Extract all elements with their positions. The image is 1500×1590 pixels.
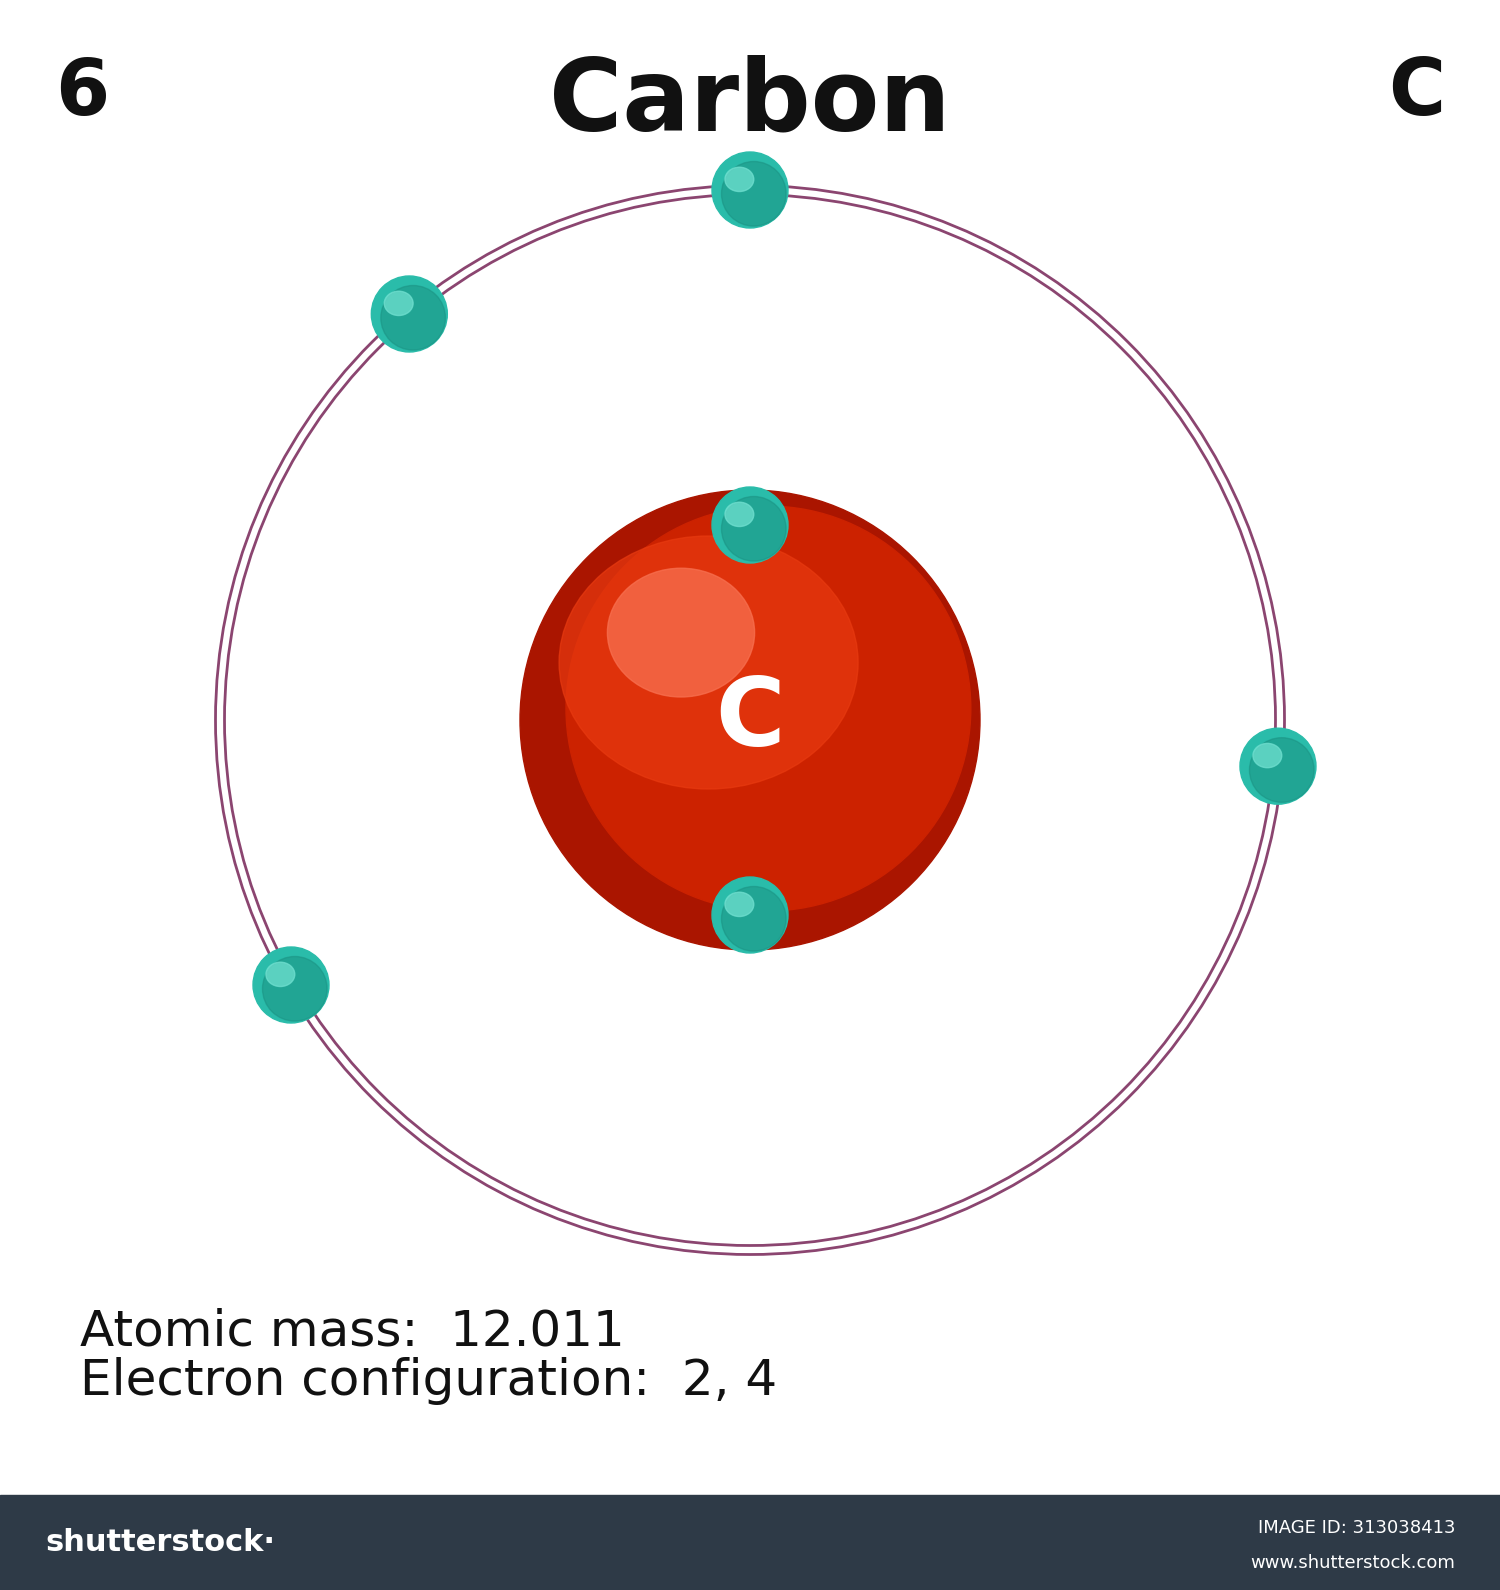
Ellipse shape <box>262 957 327 1021</box>
Text: Carbon: Carbon <box>549 56 951 153</box>
Ellipse shape <box>1240 728 1316 805</box>
Ellipse shape <box>724 167 754 191</box>
Text: IMAGE ID: 313038413: IMAGE ID: 313038413 <box>1257 1520 1455 1538</box>
Ellipse shape <box>724 892 754 916</box>
Ellipse shape <box>712 878 788 952</box>
Ellipse shape <box>722 162 786 226</box>
Ellipse shape <box>1252 744 1282 768</box>
Ellipse shape <box>560 536 858 789</box>
Text: shutterstock·: shutterstock· <box>45 1528 274 1557</box>
Ellipse shape <box>724 502 754 526</box>
Ellipse shape <box>722 887 786 951</box>
Ellipse shape <box>381 286 446 350</box>
Ellipse shape <box>608 568 754 696</box>
Text: www.shutterstock.com: www.shutterstock.com <box>1250 1555 1455 1573</box>
Ellipse shape <box>254 948 328 1022</box>
Text: C: C <box>1388 56 1444 130</box>
Ellipse shape <box>384 291 412 315</box>
Ellipse shape <box>712 487 788 563</box>
Ellipse shape <box>266 962 296 986</box>
Ellipse shape <box>722 496 786 561</box>
Ellipse shape <box>520 490 980 949</box>
Ellipse shape <box>712 153 788 227</box>
Ellipse shape <box>566 506 970 911</box>
Ellipse shape <box>372 277 447 351</box>
Text: Electron configuration:  2, 4: Electron configuration: 2, 4 <box>80 1356 777 1406</box>
Text: C: C <box>716 674 784 766</box>
Bar <box>0 1495 1500 1590</box>
Text: 6: 6 <box>56 56 110 130</box>
Text: Atomic mass:  12.011: Atomic mass: 12.011 <box>80 1307 624 1355</box>
Ellipse shape <box>1250 738 1314 803</box>
